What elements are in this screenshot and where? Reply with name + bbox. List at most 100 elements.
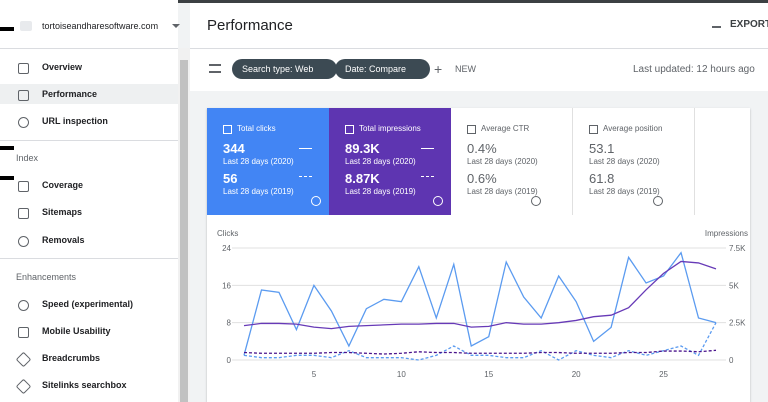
property-dropdown[interactable] — [172, 24, 180, 32]
checkbox — [223, 125, 232, 134]
export-button[interactable]: EXPORT — [730, 19, 768, 30]
sidebar: tortoiseandharesoftware.com Overview Per… — [0, 0, 180, 402]
metric-previous: 0.6% — [467, 171, 497, 186]
nav-item[interactable]: Sitelinks searchbox — [42, 380, 127, 390]
help-icon[interactable] — [311, 196, 321, 206]
site-icon — [20, 21, 32, 31]
scrollbar-thumb[interactable] — [180, 60, 188, 402]
metric-previous-period: Last 28 days (2019) — [223, 187, 294, 196]
metric-previous-period: Last 28 days (2019) — [589, 187, 660, 196]
divider — [0, 140, 178, 141]
legend-dashed — [299, 176, 312, 177]
nav-item[interactable]: Mobile Usability — [42, 326, 111, 336]
new-filter[interactable]: NEW — [455, 64, 476, 74]
help-icon[interactable] — [433, 196, 443, 206]
x-tick-label: 25 — [659, 370, 668, 379]
metric-label: Total clicks — [237, 124, 276, 133]
nav-item[interactable]: Coverage — [42, 180, 84, 190]
metric-current-period: Last 28 days (2020) — [223, 157, 294, 166]
annotation-mark — [0, 146, 14, 150]
date-chip[interactable]: Date: Compare — [335, 59, 431, 79]
nav-icon — [18, 300, 29, 311]
y-tick-label: 16 — [222, 281, 231, 290]
metric-current: 89.3K — [345, 141, 380, 156]
metric-current: 53.1 — [589, 141, 615, 156]
y2-tick-label: 5K — [729, 281, 739, 290]
x-tick-label: 15 — [484, 370, 493, 379]
top-strip — [0, 0, 768, 3]
y-axis-label: Clicks — [217, 229, 238, 238]
metric-current: 344 — [223, 141, 245, 156]
metric-previous: 8.87K — [345, 171, 380, 186]
y-tick-label: 8 — [227, 319, 232, 328]
annotation-mark — [0, 176, 14, 180]
y2-tick-label: 2.5K — [729, 319, 746, 328]
divider — [0, 48, 178, 49]
checkbox — [345, 125, 354, 134]
y2-axis-label: Impressions — [705, 229, 748, 238]
y-tick-label: 24 — [222, 244, 231, 253]
add-icon[interactable]: + — [434, 61, 443, 77]
metric-previous: 61.8 — [589, 171, 615, 186]
nav-item[interactable]: Performance — [42, 89, 98, 99]
nav-item[interactable]: URL inspection — [42, 116, 108, 126]
last-updated: Last updated: 12 hours ago — [633, 64, 755, 75]
series-line — [243, 251, 717, 356]
nav-icon — [18, 90, 29, 101]
search-type-chip[interactable]: Search type: Web — [232, 59, 338, 79]
property-name[interactable]: tortoiseandharesoftware.com — [42, 21, 159, 31]
metric-current: 0.4% — [467, 141, 497, 156]
nav-item[interactable]: Overview — [42, 62, 83, 72]
metric-label: Average position — [603, 124, 663, 133]
series-line — [243, 260, 717, 330]
checkbox — [589, 125, 598, 134]
help-icon[interactable] — [531, 196, 541, 206]
nav-icon — [18, 327, 29, 338]
export-icon — [712, 17, 721, 28]
metric-current-period: Last 28 days (2020) — [589, 157, 660, 166]
chart: Clicks Impressions 0 8 16 24 0 2.5K 5K 7.5K 5 10 1… — [217, 229, 748, 379]
metric-tile[interactable]: Average CTR 0.4% Last 28 days (2020) 0.6% La… — [451, 108, 573, 215]
metric-label: Average CTR — [481, 124, 530, 133]
filter-icon[interactable] — [209, 64, 221, 73]
x-tick-label: 20 — [572, 370, 581, 379]
nav-icon — [18, 236, 29, 247]
metric-current-period: Last 28 days (2020) — [345, 157, 416, 166]
nav-icon — [18, 117, 29, 128]
series-line — [243, 322, 717, 361]
section-title[interactable]: Index — [16, 153, 39, 163]
nav-item[interactable]: Sitemaps — [42, 207, 83, 217]
nav-icon — [18, 208, 29, 219]
divider — [0, 258, 178, 259]
y-tick-label: 0 — [227, 356, 232, 365]
metric-label: Total impressions — [359, 124, 421, 133]
checkbox — [467, 125, 476, 134]
y2-tick-label: 0 — [729, 356, 734, 365]
legend-solid — [299, 148, 312, 149]
section-title[interactable]: Enhancements — [16, 272, 77, 282]
nav-icon — [18, 63, 29, 74]
nav-item[interactable]: Speed (experimental) — [42, 299, 134, 309]
metric-previous-period: Last 28 days (2019) — [467, 187, 538, 196]
legend-solid — [421, 148, 434, 149]
performance-card: Total clicks 344 Last 28 days (2020) 56 Last… — [207, 108, 750, 402]
x-tick-label: 5 — [312, 370, 317, 379]
legend-dashed — [421, 176, 434, 177]
nav-item[interactable]: Removals — [42, 235, 85, 245]
nav-item[interactable]: Breadcrumbs — [42, 353, 101, 363]
header: Performance EXPORT — [190, 3, 768, 49]
nav-icon — [18, 181, 29, 192]
filter-bar: Search type: Web Date: Compare + NEW Las… — [190, 49, 768, 91]
nav-icon — [15, 378, 32, 395]
metric-previous: 56 — [223, 171, 238, 186]
metric-tile[interactable]: Average position 53.1 Last 28 days (2020) 6… — [573, 108, 695, 215]
metric-previous-period: Last 28 days (2019) — [345, 187, 416, 196]
metric-tile[interactable]: Total impressions 89.3K Last 28 days (2020… — [329, 108, 451, 215]
metric-tile[interactable]: Total clicks 344 Last 28 days (2020) 56 Last… — [207, 108, 329, 215]
y2-tick-label: 7.5K — [729, 244, 746, 253]
help-icon[interactable] — [653, 196, 663, 206]
page-title: Performance — [207, 17, 293, 34]
nav-icon — [15, 351, 32, 368]
series-line — [243, 349, 717, 355]
